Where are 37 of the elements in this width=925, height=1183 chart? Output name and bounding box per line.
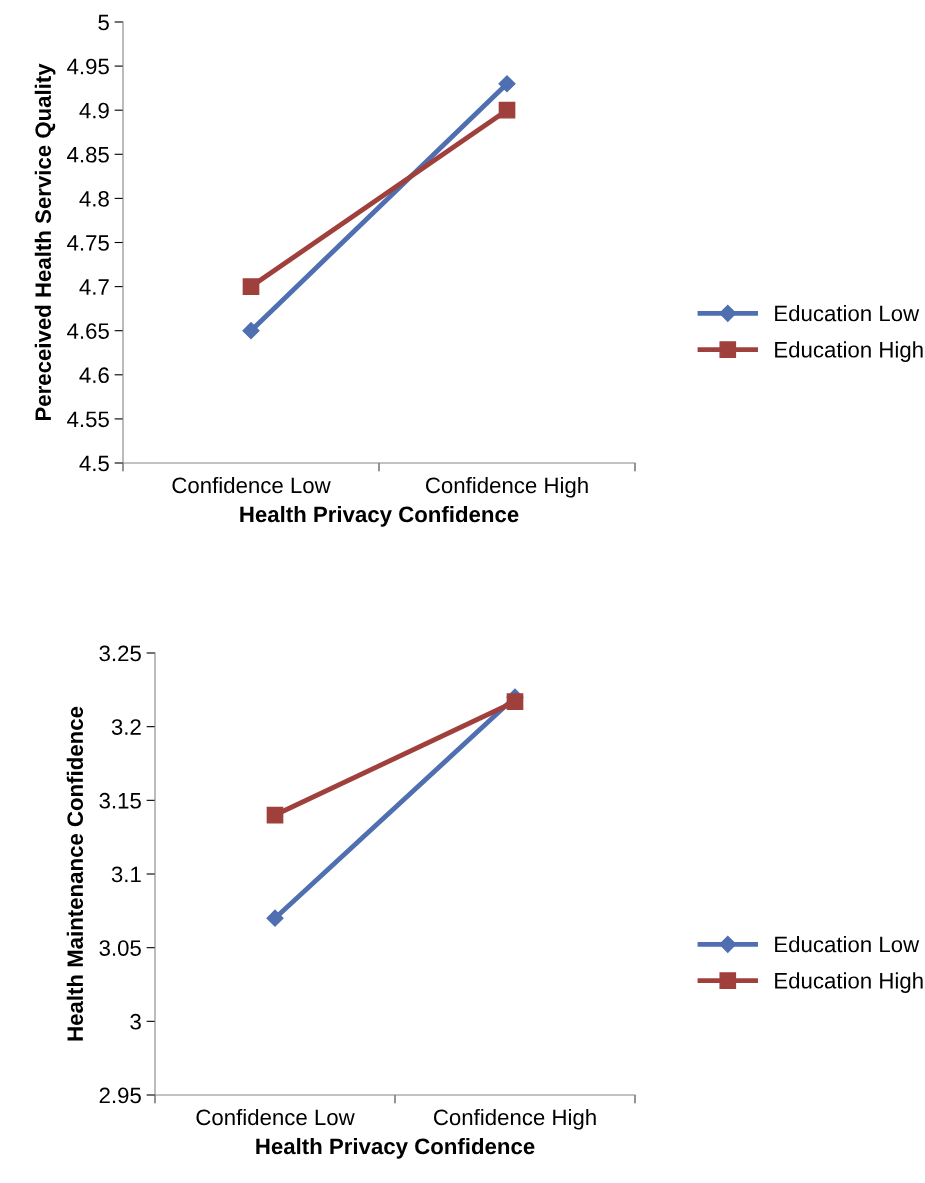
x-tick-label: Confidence High bbox=[425, 476, 588, 498]
x-axis-title: Health Privacy Confidence bbox=[240, 505, 519, 527]
point bbox=[242, 322, 260, 340]
y-tick-label: 2.95 bbox=[99, 1087, 141, 1104]
point bbox=[266, 909, 284, 927]
point bbox=[266, 806, 284, 824]
y-tick-label: 5 bbox=[98, 14, 109, 31]
y-tick-label: 4.9 bbox=[79, 102, 109, 119]
y-tick-label: 3.1 bbox=[111, 866, 141, 883]
legend-label: Education Low bbox=[775, 936, 920, 953]
y-tick-label: 4.95 bbox=[67, 58, 109, 75]
y-tick-label: 3.05 bbox=[99, 940, 141, 956]
y-axis-title: Health Maintenance Confidence bbox=[66, 706, 84, 1041]
y-tick-label: 4.85 bbox=[67, 146, 109, 163]
y-axis-title: Pereceived Health Service Quality bbox=[34, 63, 56, 421]
legend-label: Education Low bbox=[775, 305, 920, 322]
x-tick-label: Confidence Low bbox=[172, 476, 331, 494]
y-tick-label: 4.75 bbox=[67, 235, 109, 251]
point bbox=[498, 101, 516, 119]
legend-label: Education High bbox=[775, 972, 923, 993]
point bbox=[506, 693, 524, 710]
y-tick-label: 4.7 bbox=[79, 279, 109, 295]
legend-label: Education High bbox=[775, 341, 923, 362]
point bbox=[242, 278, 260, 295]
x-axis-title: Health Privacy Confidence bbox=[256, 1137, 535, 1159]
y-tick-label: 3.25 bbox=[99, 645, 141, 662]
y-tick-label: 3 bbox=[130, 1013, 141, 1030]
y-tick-label: 4.8 bbox=[79, 190, 109, 207]
y-tick-label: 4.6 bbox=[79, 367, 109, 384]
point bbox=[498, 75, 516, 93]
x-tick-label: Confidence Low bbox=[196, 1108, 355, 1126]
y-tick-label: 3.15 bbox=[99, 792, 141, 809]
y-tick-label: 4.55 bbox=[67, 411, 109, 428]
y-tick-label: 4.65 bbox=[67, 323, 109, 339]
y-tick-label: 4.5 bbox=[79, 455, 109, 472]
y-tick-label: 3.2 bbox=[111, 719, 141, 735]
x-tick-label: Confidence High bbox=[433, 1108, 596, 1130]
